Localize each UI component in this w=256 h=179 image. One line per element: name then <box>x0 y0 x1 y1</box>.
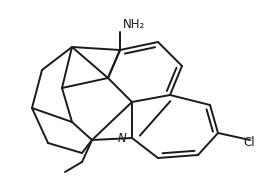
Text: Cl: Cl <box>243 136 255 149</box>
Text: N: N <box>118 132 126 144</box>
Text: NH₂: NH₂ <box>123 18 145 30</box>
